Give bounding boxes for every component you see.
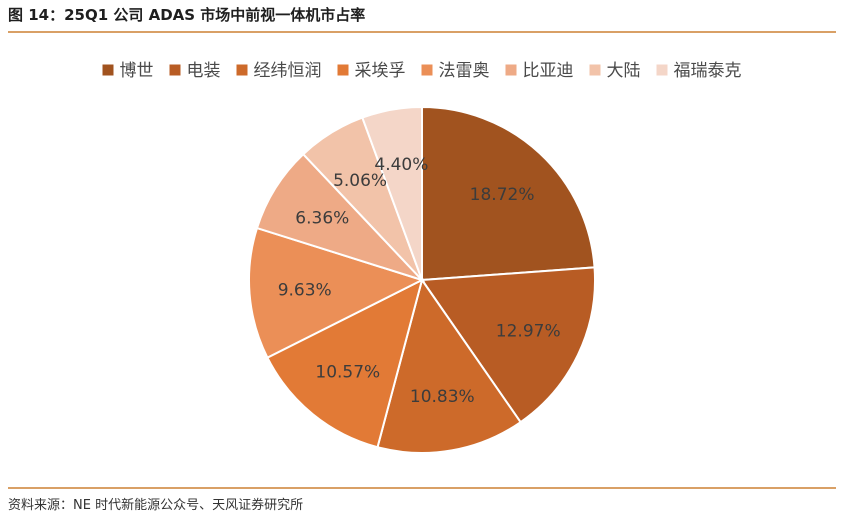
data-label-3: 10.83% <box>410 387 475 407</box>
data-label-2: 12.97% <box>496 322 561 342</box>
data-label-1: 18.72% <box>470 185 535 205</box>
legend-swatch-1 <box>102 64 114 76</box>
legend-item-8: 福瑞泰克 <box>656 61 742 81</box>
data-label-7: 5.06% <box>333 171 387 191</box>
legend-item-4: 采埃孚 <box>337 61 406 81</box>
figure-title: 图 14：25Q1 公司 ADAS 市场中前视一体机市占率 <box>8 6 366 24</box>
data-label-8: 4.40% <box>374 155 428 175</box>
bottom-rule <box>8 487 836 489</box>
pie-slice-8 <box>361 105 423 281</box>
pie-slice-2 <box>420 266 596 424</box>
data-label-5: 9.63% <box>278 280 332 300</box>
legend-label-1: 博世 <box>120 61 154 81</box>
chart-legend: 博世 电装 经纬恒润 采埃孚 法雷奥 比亚迪 大陆 福瑞泰克 <box>102 61 742 81</box>
legend-swatch-6 <box>505 64 517 76</box>
pie-slice-5 <box>248 226 425 359</box>
legend-item-3: 经纬恒润 <box>236 61 322 81</box>
legend-item-6: 比亚迪 <box>505 61 574 81</box>
pie-slice-1 <box>421 105 596 282</box>
legend-label-7: 大陆 <box>607 61 641 81</box>
pie-slice-3 <box>376 277 522 454</box>
legend-swatch-3 <box>236 64 248 76</box>
data-label-4: 10.57% <box>315 362 380 382</box>
legend-item-5: 法雷奥 <box>421 61 490 81</box>
pie-slice-6 <box>255 152 426 283</box>
legend-item-2: 电装 <box>169 61 221 81</box>
legend-swatch-4 <box>337 64 349 76</box>
source-note: 资料来源：NE 时代新能源公众号、天风证券研究所 <box>8 498 304 513</box>
legend-label-3: 经纬恒润 <box>254 61 322 81</box>
legend-label-5: 法雷奥 <box>439 61 490 81</box>
legend-label-2: 电装 <box>187 61 221 81</box>
legend-swatch-5 <box>421 64 433 76</box>
pie-slice-4 <box>266 278 424 449</box>
legend-swatch-8 <box>656 64 668 76</box>
legend-label-8: 福瑞泰克 <box>674 61 742 81</box>
legend-item-7: 大陆 <box>589 61 641 81</box>
pie-chart: 博世 电装 经纬恒润 采埃孚 法雷奥 比亚迪 大陆 福瑞泰克 18.72% 12.97% 10.8… <box>102 61 742 454</box>
legend-item-1: 博世 <box>102 61 154 81</box>
data-label-6: 6.36% <box>295 209 349 229</box>
pie-data-labels: 18.72% 12.97% 10.83% 10.57% 9.63% 6.36% 5.06%4… <box>278 155 561 407</box>
legend-label-6: 比亚迪 <box>523 61 574 81</box>
legend-swatch-7 <box>589 64 601 76</box>
legend-swatch-2 <box>169 64 181 76</box>
pie-slices <box>248 105 596 454</box>
top-rule <box>8 31 836 33</box>
legend-label-4: 采埃孚 <box>355 61 406 81</box>
